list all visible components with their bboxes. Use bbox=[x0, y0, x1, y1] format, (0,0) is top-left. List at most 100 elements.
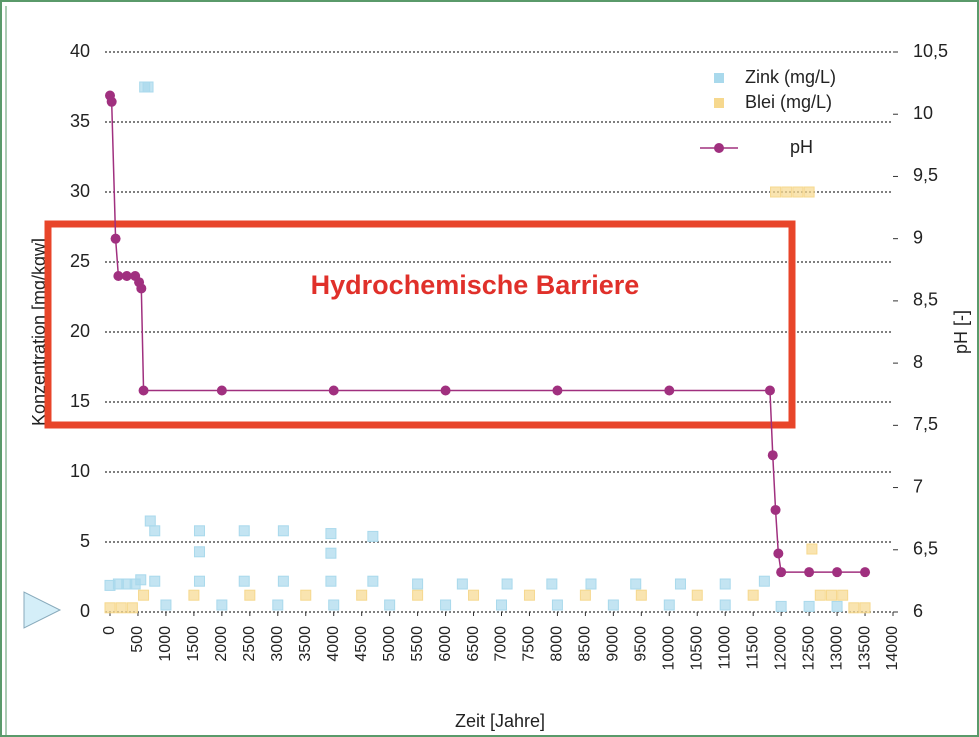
point bbox=[747, 589, 759, 601]
legend-marker bbox=[714, 143, 724, 153]
point bbox=[523, 589, 535, 601]
y-tick-label: 25 bbox=[70, 251, 90, 271]
point bbox=[325, 575, 337, 587]
point bbox=[277, 575, 289, 587]
point bbox=[814, 589, 826, 601]
point bbox=[831, 600, 843, 612]
point bbox=[149, 575, 161, 587]
y-tick-label: 40 bbox=[70, 41, 90, 61]
y2-tick-label: 10 bbox=[913, 103, 933, 123]
y2-tick-label: 7 bbox=[913, 476, 923, 496]
point bbox=[412, 589, 424, 601]
x-tick-label: 500 bbox=[129, 626, 146, 653]
point bbox=[193, 575, 205, 587]
point bbox=[674, 578, 686, 590]
x-tick-label: 12000 bbox=[772, 626, 789, 671]
x-tick-label: 9000 bbox=[605, 626, 622, 662]
y2-tick-label: 9,5 bbox=[913, 165, 938, 185]
x-axis-label: Zeit [Jahre] bbox=[455, 711, 545, 731]
point bbox=[719, 578, 731, 590]
x-tick-label: 11000 bbox=[716, 626, 733, 669]
point bbox=[552, 385, 563, 396]
annotation-box bbox=[44, 220, 796, 429]
point bbox=[773, 548, 784, 559]
point bbox=[113, 271, 124, 281]
point bbox=[663, 599, 675, 611]
point bbox=[607, 599, 619, 611]
point bbox=[160, 599, 172, 611]
point bbox=[106, 96, 117, 107]
point bbox=[367, 575, 379, 587]
x-tick-label: 3500 bbox=[297, 626, 314, 662]
point bbox=[803, 186, 815, 198]
x-tick-label: 14000 bbox=[884, 626, 901, 671]
x-tick-label: 0 bbox=[101, 626, 118, 635]
x-tick-label: 8500 bbox=[577, 626, 594, 662]
point bbox=[367, 530, 379, 542]
x-tick-label: 13500 bbox=[856, 626, 873, 671]
x-tick-label: 2500 bbox=[241, 626, 258, 662]
x-tick-label: 4000 bbox=[325, 626, 342, 662]
point bbox=[384, 599, 396, 611]
point bbox=[356, 589, 368, 601]
point bbox=[770, 186, 782, 198]
point bbox=[216, 599, 228, 611]
point bbox=[501, 578, 513, 590]
x-tick-label: 1500 bbox=[185, 626, 202, 662]
annotation: Hydrochemische Barriere bbox=[311, 270, 640, 300]
x-tick-label: 7500 bbox=[521, 626, 538, 662]
point bbox=[193, 525, 205, 537]
point bbox=[193, 546, 205, 558]
point bbox=[121, 271, 132, 281]
point bbox=[758, 575, 770, 587]
point bbox=[775, 600, 787, 612]
point bbox=[277, 525, 289, 537]
triangle-icon bbox=[23, 591, 62, 629]
point bbox=[767, 450, 778, 461]
x-tick-label: 11500 bbox=[744, 626, 761, 669]
point bbox=[664, 385, 675, 396]
point bbox=[859, 602, 871, 614]
y-axis-label: Konzentration [mg/kgw] bbox=[29, 238, 49, 426]
legend-label: pH bbox=[790, 137, 813, 157]
point bbox=[440, 599, 452, 611]
legend-label: Blei (mg/L) bbox=[745, 92, 832, 112]
x-tick-label: 7000 bbox=[493, 626, 510, 662]
point bbox=[300, 589, 312, 601]
x-tick-label: 2000 bbox=[213, 626, 230, 662]
point bbox=[579, 589, 591, 601]
y-tick-label: 30 bbox=[70, 181, 90, 201]
legend-marker bbox=[714, 98, 724, 108]
x-tick-label: 4500 bbox=[353, 626, 370, 662]
point bbox=[837, 589, 849, 601]
x-tick-label: 5500 bbox=[409, 626, 426, 662]
legend-label: Zink (mg/L) bbox=[745, 67, 836, 87]
y2-tick-label: 9 bbox=[913, 227, 923, 247]
x-tick-label: 10000 bbox=[661, 626, 678, 671]
x-tick-label: 6000 bbox=[437, 626, 454, 662]
y2-tick-label: 8,5 bbox=[913, 290, 938, 310]
x-tick-label: 13000 bbox=[828, 626, 845, 671]
point bbox=[149, 525, 161, 537]
point bbox=[825, 589, 837, 601]
point bbox=[244, 589, 256, 601]
y-tick-label: 10 bbox=[70, 461, 90, 481]
point bbox=[216, 385, 227, 396]
y2-axis-label: pH [-] bbox=[951, 310, 971, 354]
point bbox=[719, 599, 731, 611]
y-tick-label: 0 bbox=[80, 601, 90, 621]
point bbox=[135, 574, 147, 586]
point bbox=[860, 567, 871, 578]
point bbox=[848, 602, 860, 614]
point bbox=[412, 578, 424, 590]
point bbox=[238, 575, 250, 587]
point bbox=[496, 599, 507, 611]
y2-tick-label: 8 bbox=[913, 352, 923, 372]
y2-tick-label: 6,5 bbox=[913, 539, 938, 559]
point bbox=[144, 515, 156, 527]
point bbox=[110, 233, 121, 244]
point bbox=[804, 567, 815, 578]
point bbox=[630, 578, 642, 590]
x-tick-label: 8000 bbox=[549, 626, 566, 662]
